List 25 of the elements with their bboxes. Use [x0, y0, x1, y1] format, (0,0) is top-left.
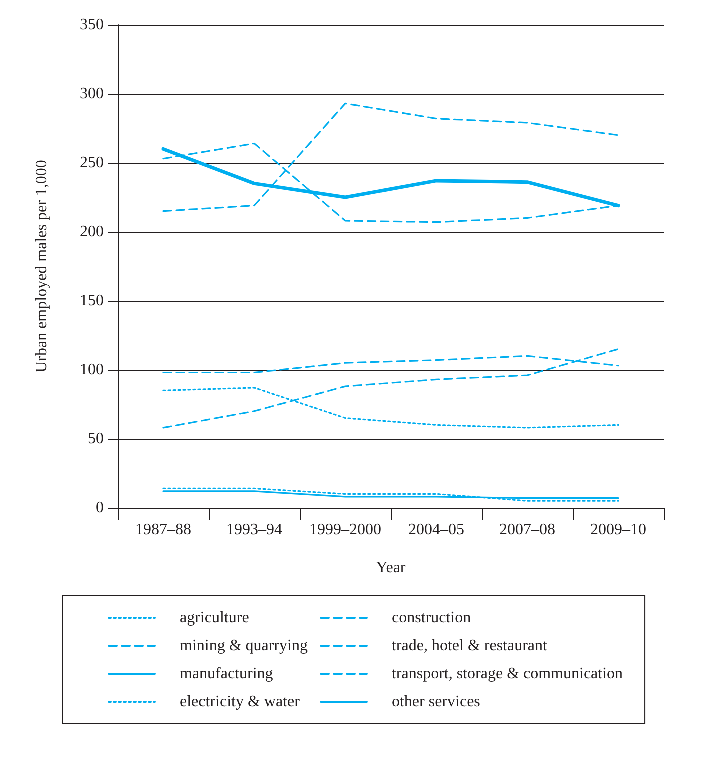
- y-tick-label: 150: [80, 292, 104, 310]
- x-tick-label: 1999–2000: [310, 522, 382, 538]
- y-tick-label: 50: [88, 430, 104, 448]
- x-tick-label: 1987–88: [136, 522, 192, 538]
- legend-label: electricity & water: [180, 694, 301, 710]
- y-tick-label: 100: [80, 362, 104, 378]
- y-tick-label: 200: [80, 224, 104, 240]
- legend-label: manufacturing: [180, 666, 274, 682]
- y-tick-label: 250: [80, 154, 104, 172]
- legend-label: other services: [392, 694, 480, 710]
- x-axis-title: Year: [376, 560, 406, 576]
- legend-label: mining & quarrying: [180, 638, 308, 654]
- y-axis-title: Urban employed males per 1,000: [34, 160, 50, 373]
- x-tick-label: 2009–10: [590, 522, 646, 538]
- legend-label: trade, hotel & restaurant: [392, 638, 548, 654]
- legend-label: construction: [392, 610, 472, 626]
- y-tick-label: 0: [96, 500, 104, 516]
- y-tick-label: 350: [80, 16, 104, 34]
- y-tick-label: 300: [80, 86, 104, 102]
- line-series: [162, 348, 620, 429]
- x-tick-label: 2004–05: [408, 522, 464, 538]
- x-tick-label: 1993–94: [226, 522, 282, 538]
- legend-label: agriculture: [180, 610, 250, 626]
- x-tick-label: 2007–08: [500, 522, 556, 538]
- legend-label: transport, storage & communication: [392, 666, 624, 682]
